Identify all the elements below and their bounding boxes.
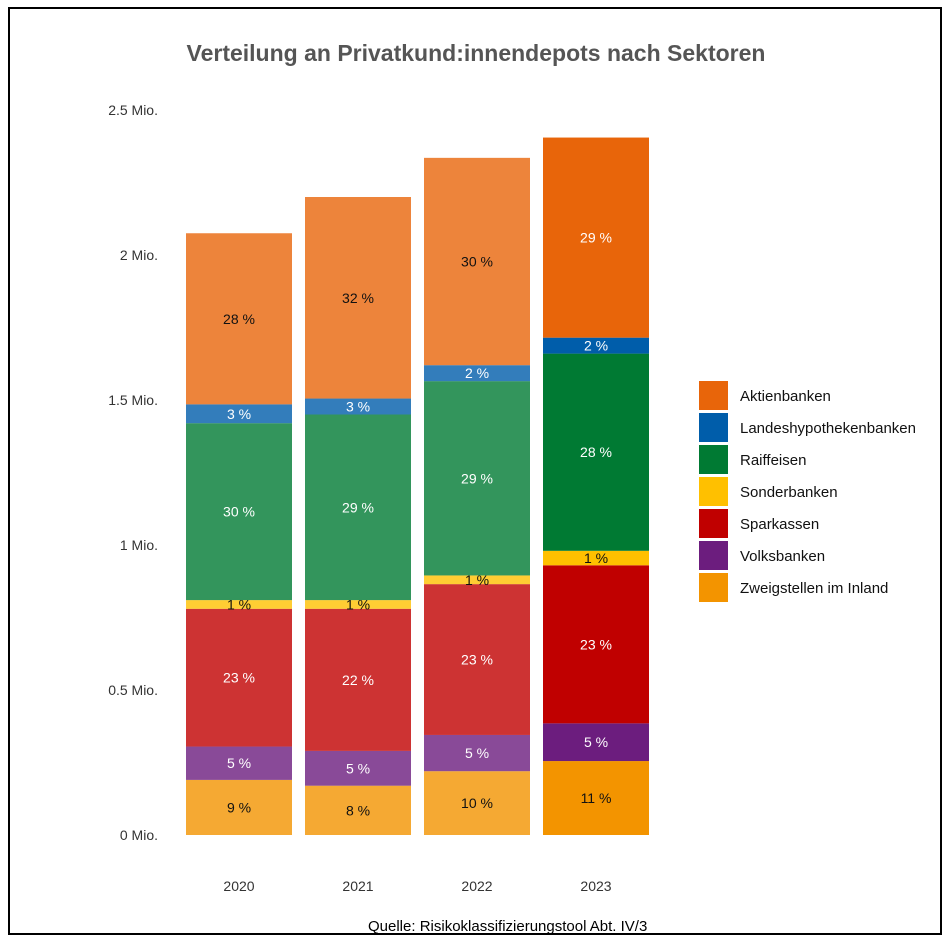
segment-label: 3 % <box>346 399 370 415</box>
segment-label: 29 % <box>580 230 612 246</box>
legend-swatch <box>699 477 728 506</box>
bar-segment <box>305 398 411 415</box>
bar-segment <box>424 734 530 772</box>
legend-swatch <box>699 573 728 602</box>
bar-segment <box>543 565 649 724</box>
legend-label: Zweigstellen im Inland <box>740 580 888 597</box>
bar-segment <box>186 779 292 835</box>
bar-segment <box>424 381 530 576</box>
segment-label: 22 % <box>342 672 374 688</box>
segment-label: 28 % <box>223 311 255 327</box>
legend-swatch <box>699 509 728 538</box>
y-tick-label: 1 Mio. <box>120 537 158 553</box>
segment-label: 11 % <box>581 790 612 806</box>
bar-segment <box>424 584 530 735</box>
bar-segment <box>186 233 292 405</box>
bar-segment <box>424 575 530 585</box>
segment-label: 29 % <box>342 499 374 515</box>
segment-label: 1 % <box>227 596 251 612</box>
x-tick-label: 2022 <box>461 878 492 894</box>
segment-label: 8 % <box>346 802 370 818</box>
segment-label: 9 % <box>227 799 251 815</box>
segment-label: 23 % <box>461 652 493 668</box>
bar-segment <box>424 157 530 366</box>
bar-segment <box>543 761 649 835</box>
bar-segment <box>186 600 292 609</box>
bar-segment <box>186 423 292 601</box>
segment-label: 5 % <box>584 734 608 750</box>
y-tick-label: 2.5 Mio. <box>108 102 158 118</box>
source-note: Quelle: Risikoklassifizierungstool Abt. … <box>368 918 648 935</box>
bar-segment <box>543 550 649 566</box>
segment-label: 3 % <box>227 406 251 422</box>
bar-segment <box>305 600 411 609</box>
bar-segment <box>424 365 530 382</box>
legend-swatch <box>699 541 728 570</box>
y-tick-label: 2 Mio. <box>120 247 158 263</box>
segment-label: 23 % <box>580 636 612 652</box>
bar-segment <box>186 608 292 747</box>
segment-label: 29 % <box>461 470 493 486</box>
segment-label: 1 % <box>584 550 608 566</box>
x-tick-label: 2023 <box>580 878 611 894</box>
bar-segment <box>543 337 649 354</box>
y-tick-label: 0 Mio. <box>120 827 158 843</box>
x-tick-label: 2021 <box>342 878 373 894</box>
y-tick-label: 0.5 Mio. <box>108 682 158 698</box>
legend-label: Sonderbanken <box>740 484 838 501</box>
y-tick-label: 1.5 Mio. <box>108 392 158 408</box>
bar-segment <box>186 404 292 424</box>
segment-label: 10 % <box>461 795 493 811</box>
legend-label: Volksbanken <box>740 548 825 565</box>
segment-label: 2 % <box>584 338 608 354</box>
bar-segment <box>543 137 649 338</box>
segment-label: 23 % <box>223 670 255 686</box>
bar-segment <box>305 750 411 786</box>
bar-segment <box>186 746 292 780</box>
bar-segment <box>305 414 411 601</box>
segment-label: 32 % <box>342 290 374 306</box>
bar-segment <box>305 785 411 835</box>
bar-segment <box>543 723 649 762</box>
bar-segment <box>424 771 530 835</box>
legend-swatch <box>699 413 728 442</box>
segment-label: 5 % <box>346 760 370 776</box>
legend-swatch <box>699 381 728 410</box>
segment-label: 30 % <box>223 504 255 520</box>
segment-label: 28 % <box>580 444 612 460</box>
segment-label: 1 % <box>346 596 370 612</box>
segment-label: 2 % <box>465 365 489 381</box>
chart-title: Verteilung an Privatkund:innendepots nac… <box>186 40 766 66</box>
segment-label: 5 % <box>227 755 251 771</box>
segment-label: 30 % <box>461 254 493 270</box>
legend-swatch <box>699 445 728 474</box>
bar-segment <box>305 197 411 399</box>
segment-label: 1 % <box>465 572 489 588</box>
legend-label: Sparkassen <box>740 516 819 533</box>
bar-segment <box>543 353 649 551</box>
x-tick-label: 2020 <box>223 878 254 894</box>
legend-label: Landeshypothekenbanken <box>740 420 916 437</box>
legend-label: Aktienbanken <box>740 388 831 405</box>
legend-label: Raiffeisen <box>740 452 806 469</box>
segment-label: 5 % <box>465 745 489 761</box>
bar-segment <box>305 608 411 751</box>
